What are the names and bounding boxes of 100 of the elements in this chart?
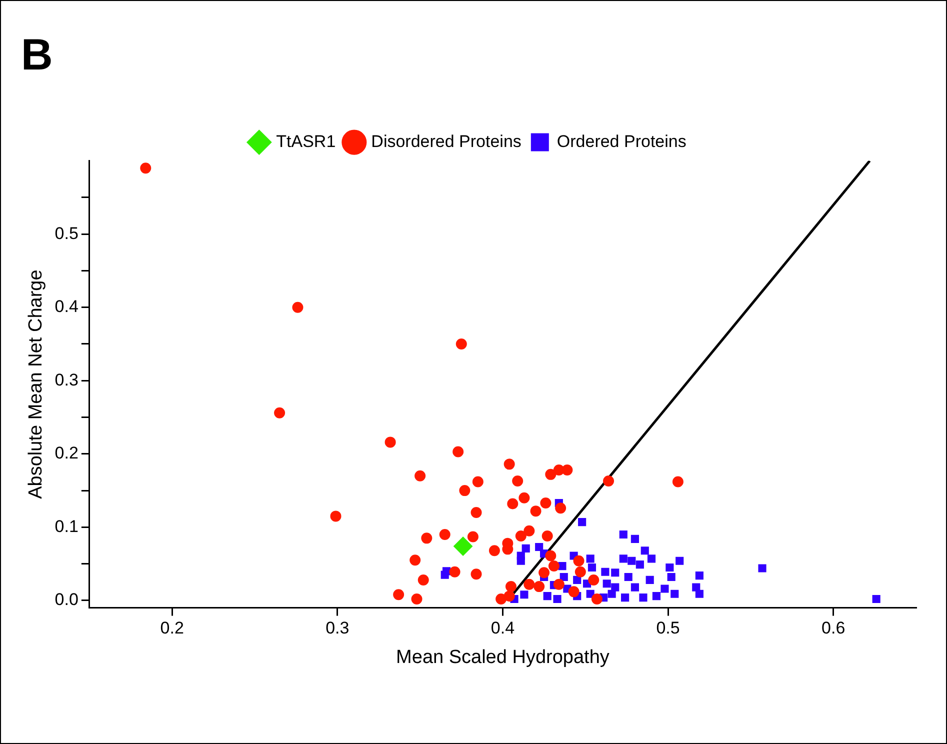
point (524, 578, 535, 590)
point (522, 544, 530, 552)
point (624, 572, 632, 582)
point (530, 506, 542, 517)
point (507, 498, 518, 510)
point (695, 590, 704, 598)
point (578, 518, 586, 526)
x-tick-label: 0.2 (160, 618, 184, 638)
point (516, 556, 525, 565)
point (611, 568, 620, 577)
point (393, 589, 404, 600)
point (518, 492, 530, 504)
point (542, 530, 553, 542)
point (418, 574, 429, 586)
point (630, 583, 640, 592)
point (591, 594, 602, 605)
y-axis-title: Absolute Mean Net Charge (26, 270, 47, 499)
point (630, 534, 640, 543)
x-tick-label: 0.4 (490, 618, 515, 638)
point (505, 581, 516, 592)
point (540, 498, 552, 509)
point (520, 590, 528, 599)
point (652, 592, 660, 600)
point (573, 555, 584, 566)
legend-label: TtASR1 (276, 132, 336, 151)
point (872, 594, 880, 604)
point (274, 407, 286, 418)
point (611, 583, 620, 592)
point (439, 529, 450, 540)
point (496, 594, 507, 605)
point (562, 464, 573, 476)
point (421, 532, 432, 544)
point (588, 574, 600, 586)
legend-label: Disordered Proteins (371, 132, 522, 151)
x-tick-label: 0.6 (822, 618, 846, 638)
point (676, 556, 684, 565)
point (758, 564, 766, 572)
point (558, 562, 566, 570)
point (467, 531, 478, 542)
point (568, 586, 580, 598)
point (524, 525, 535, 536)
point (602, 580, 611, 588)
legend-label: Ordered Proteins (556, 132, 686, 151)
point (640, 546, 649, 555)
point (414, 470, 426, 482)
y-tick-label: 0.0 (54, 590, 78, 610)
point (442, 567, 451, 576)
point (636, 560, 644, 569)
point (574, 566, 586, 578)
point (411, 594, 422, 605)
point (504, 458, 515, 470)
point (695, 572, 704, 580)
point (535, 542, 544, 552)
point (647, 554, 656, 563)
x-tick-label: 0.3 (326, 618, 350, 638)
point (639, 594, 648, 602)
point (488, 545, 500, 556)
y-tick-label: 0.2 (54, 444, 78, 463)
point (459, 485, 470, 496)
y-tick-label: 0.5 (54, 224, 78, 243)
point (670, 590, 679, 598)
point (608, 590, 616, 598)
point (292, 302, 304, 313)
point (619, 554, 628, 563)
point (330, 510, 342, 522)
point (470, 568, 482, 580)
point (454, 536, 473, 556)
point (603, 476, 614, 487)
point (472, 476, 484, 488)
point (560, 572, 568, 582)
point (672, 476, 684, 488)
point (621, 594, 630, 602)
point (667, 572, 676, 582)
x-axis-title: Mean Scaled Hydropathy (396, 646, 610, 668)
point (534, 581, 545, 592)
point (555, 502, 566, 514)
y-tick-label: 0.3 (54, 370, 78, 390)
x-tick-label: 0.5 (656, 618, 680, 638)
point (470, 507, 482, 518)
point (543, 592, 552, 600)
point (504, 590, 515, 602)
point (553, 594, 562, 604)
point (573, 576, 582, 584)
point (601, 568, 610, 576)
point (512, 476, 524, 487)
chart-title: B (21, 30, 53, 80)
point (452, 446, 464, 458)
point (553, 578, 564, 590)
point (628, 556, 636, 565)
point (384, 436, 396, 448)
point (545, 550, 556, 562)
point (140, 162, 152, 174)
point (548, 560, 560, 572)
point (692, 583, 700, 592)
y-tick-label: 0.4 (54, 297, 78, 316)
point (588, 563, 596, 572)
point (619, 530, 628, 539)
point (586, 554, 594, 563)
y-tick-label: 0.1 (54, 516, 78, 536)
point (456, 338, 467, 350)
